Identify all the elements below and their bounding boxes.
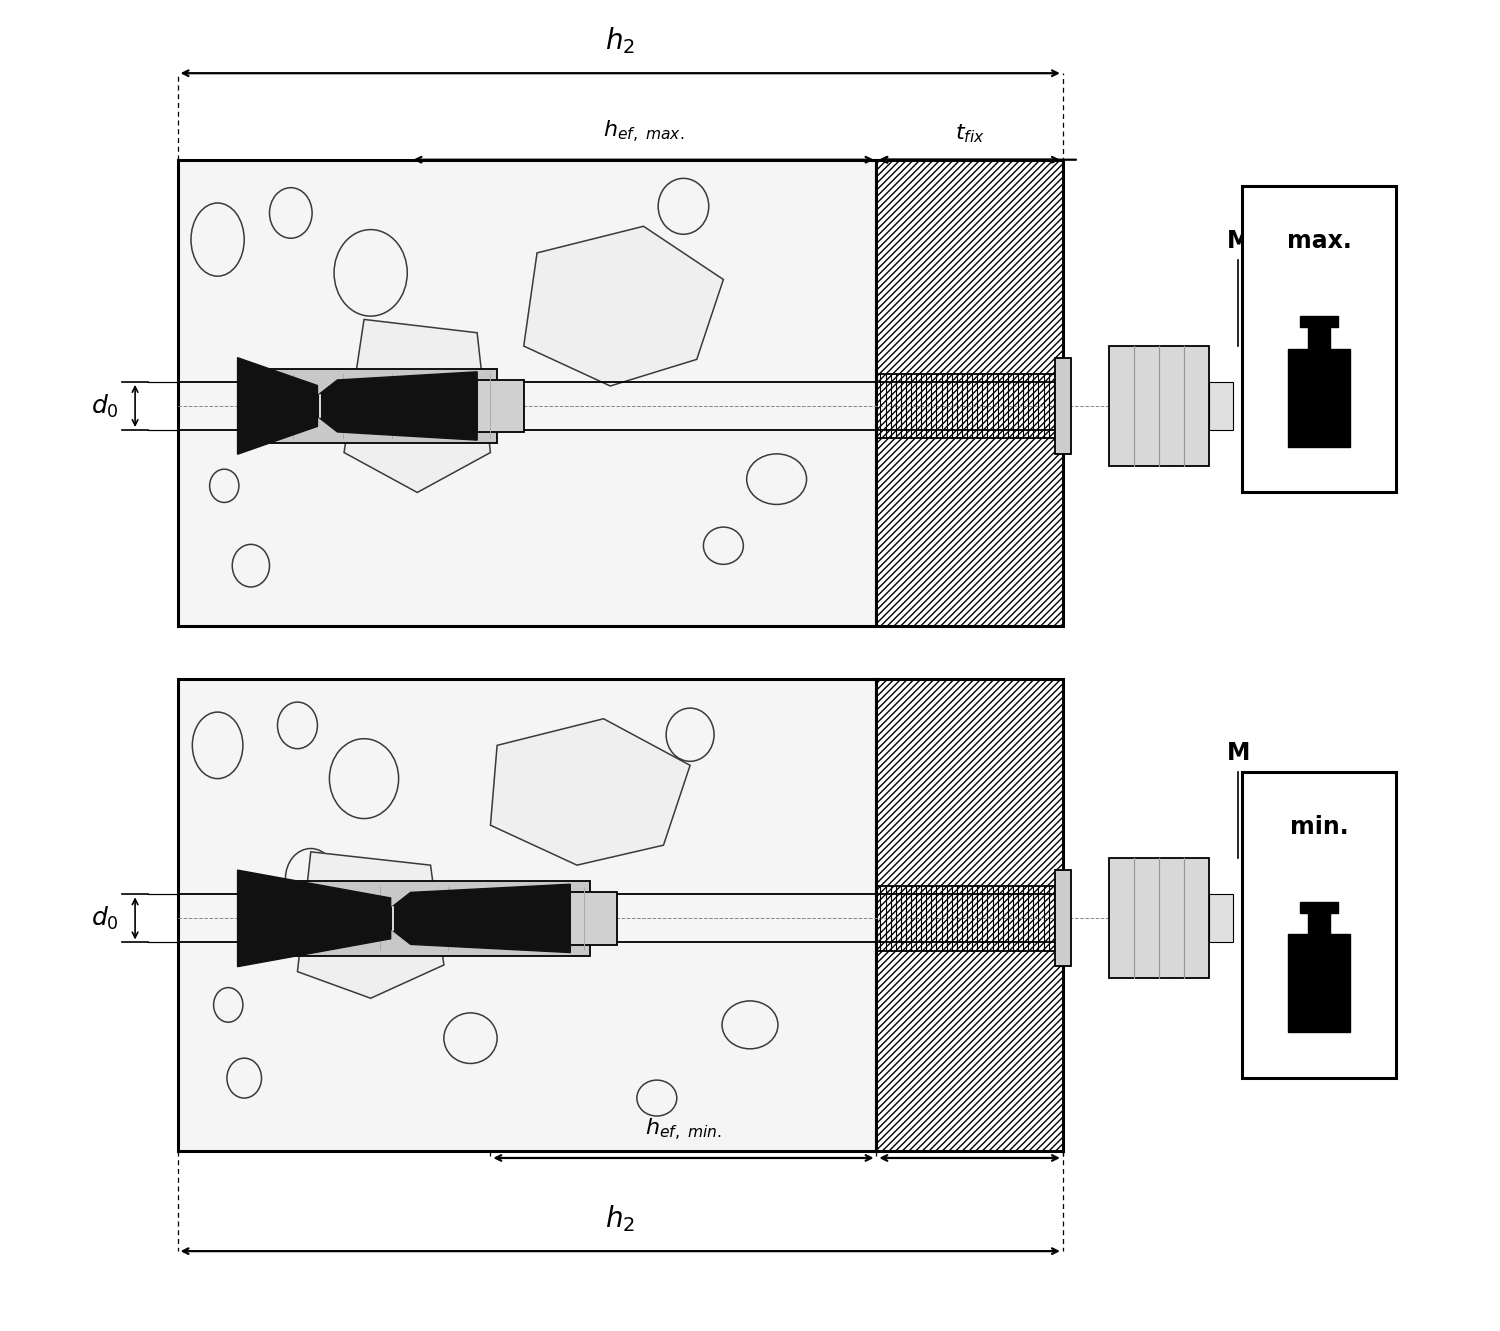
Text: $h_2$: $h_2$ [604,1203,634,1234]
Ellipse shape [232,544,270,587]
Polygon shape [524,226,723,386]
Text: $h_{ef,\ min.}$: $h_{ef,\ min.}$ [645,1117,722,1143]
Bar [1110,346,1209,466]
Text: $d_0$: $d_0$ [92,393,118,419]
Ellipse shape [285,849,336,908]
Bar [1110,858,1209,978]
Polygon shape [304,371,477,441]
Ellipse shape [334,229,408,317]
Text: M: M [1227,229,1250,253]
Ellipse shape [226,1058,261,1098]
Ellipse shape [558,757,636,827]
Bar [177,160,876,626]
Text: $h_{ef,\ max.}$: $h_{ef,\ max.}$ [603,118,684,145]
Ellipse shape [330,739,399,819]
Bar [1242,186,1395,492]
Text: max.: max. [1287,229,1352,253]
Ellipse shape [666,708,714,761]
Polygon shape [237,870,390,966]
Ellipse shape [704,527,744,564]
Polygon shape [237,358,318,454]
Bar [1288,349,1350,447]
Ellipse shape [436,379,490,446]
Bar [1209,894,1233,942]
Ellipse shape [638,1081,676,1115]
Text: $d_0$: $d_0$ [92,905,118,932]
Text: $t_{fix}$: $t_{fix}$ [954,122,984,145]
Text: M: M [1227,741,1250,765]
Bar [1054,358,1071,454]
Bar [570,892,616,945]
Bar [1300,317,1338,327]
Ellipse shape [213,988,243,1022]
Bar [1054,870,1071,966]
Bar [876,679,1064,1151]
Ellipse shape [270,188,312,238]
Ellipse shape [550,269,630,343]
Ellipse shape [658,178,708,234]
Polygon shape [297,852,444,998]
Ellipse shape [444,1013,497,1063]
Bar [1288,934,1350,1033]
Bar [177,679,876,1151]
Polygon shape [344,319,490,492]
Text: min.: min. [1290,815,1348,839]
Ellipse shape [190,204,244,277]
Bar [237,881,591,956]
Bar [1308,913,1330,934]
Bar [876,160,1064,626]
Polygon shape [490,719,690,865]
Bar [237,369,496,443]
Ellipse shape [192,712,243,779]
Text: $h_2$: $h_2$ [604,25,634,56]
Ellipse shape [747,454,807,504]
Bar [1242,772,1395,1078]
Bar [477,379,524,433]
Ellipse shape [210,469,238,502]
Ellipse shape [278,703,318,748]
Bar [1300,902,1338,913]
Text: $t_{fix}$: $t_{fix}$ [954,1121,984,1143]
Polygon shape [378,884,570,953]
Bar [1308,327,1330,349]
Bar [1209,382,1233,430]
Ellipse shape [722,1001,778,1049]
